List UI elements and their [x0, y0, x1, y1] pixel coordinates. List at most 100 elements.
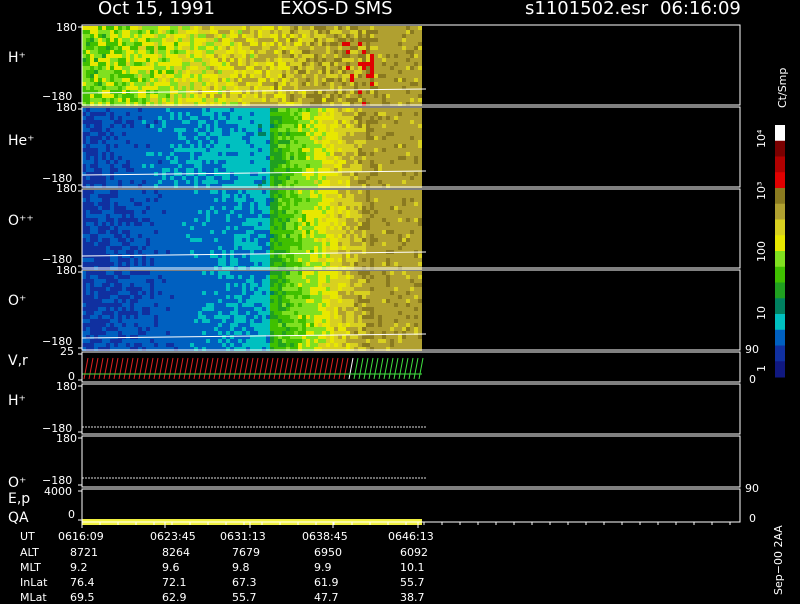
heatmap-cell [114, 172, 118, 176]
heatmap-cell [94, 120, 98, 124]
heatmap-cell [338, 70, 342, 74]
heatmap-cell [262, 86, 266, 90]
heatmap-cell [298, 202, 302, 206]
heatmap-cell [134, 254, 138, 258]
heatmap-cell [174, 206, 178, 210]
heatmap-cell [250, 120, 254, 124]
heatmap-cell [106, 112, 110, 116]
heatmap-cell [122, 98, 126, 102]
heatmap-cell [82, 176, 86, 180]
heatmap-cell [330, 144, 334, 148]
heatmap-cell [102, 136, 106, 140]
heatmap-cell [330, 180, 334, 184]
heatmap-cell [142, 136, 146, 140]
heatmap-cell [330, 38, 334, 42]
heatmap-cell [242, 226, 246, 230]
heatmap-cell [418, 136, 422, 140]
heatmap-cell [190, 140, 194, 144]
heatmap-cell [298, 168, 302, 172]
heatmap-cell [182, 250, 186, 254]
heatmap-cell [234, 74, 238, 78]
heatmap-cell [346, 160, 350, 164]
heatmap-cell [266, 124, 270, 128]
heatmap-cell [358, 82, 362, 86]
heatmap-cell [174, 86, 178, 90]
heatmap-cell [230, 82, 234, 86]
heatmap-cell [262, 168, 266, 172]
heatmap-cell [350, 254, 354, 258]
heatmap-cell [130, 86, 134, 90]
heatmap-cell [130, 202, 134, 206]
heatmap-cell [318, 210, 322, 214]
heatmap-cell [170, 42, 174, 46]
heatmap-cell [82, 58, 86, 62]
heatmap-cell [158, 86, 162, 90]
heatmap-cell [126, 120, 130, 124]
heatmap-cell [350, 226, 354, 230]
heatmap-cell [162, 218, 166, 222]
heatmap-cell [214, 190, 218, 194]
heatmap-cell [402, 30, 406, 34]
heatmap-cell [342, 116, 346, 120]
heatmap-cell [274, 180, 278, 184]
heatmap-cell [222, 198, 226, 202]
heatmap-cell [158, 218, 162, 222]
heatmap-cell [238, 250, 242, 254]
heatmap-cell [414, 78, 418, 82]
heatmap-cell [386, 116, 390, 120]
heatmap-cell [246, 140, 250, 144]
heatmap-cell [110, 262, 114, 266]
heatmap-cell [138, 78, 142, 82]
heatmap-cell [190, 156, 194, 160]
heatmap-cell [414, 136, 418, 140]
heatmap-cell [82, 202, 86, 206]
heatmap-cell [226, 132, 230, 136]
heatmap-cell [86, 82, 90, 86]
heatmap-cell [178, 120, 182, 124]
heatmap-cell [122, 26, 126, 30]
heatmap-cell [314, 132, 318, 136]
heatmap-cell [378, 30, 382, 34]
heatmap-cell [330, 140, 334, 144]
heatmap-cell [206, 112, 210, 116]
heatmap-cell [306, 180, 310, 184]
heatmap-cell [234, 206, 238, 210]
heatmap-cell [106, 222, 110, 226]
heatmap-cell [374, 210, 378, 214]
heatmap-cell [142, 124, 146, 128]
heatmap-cell [278, 86, 282, 90]
heatmap-cell [282, 94, 286, 98]
heatmap-cell [290, 42, 294, 46]
heatmap-cell [106, 152, 110, 156]
heatmap-cell [174, 176, 178, 180]
heatmap-cell [218, 66, 222, 70]
heatmap-cell [410, 108, 414, 112]
heatmap-cell [90, 242, 94, 246]
heatmap-cell [94, 152, 98, 156]
heatmap-cell [138, 62, 142, 66]
heatmap-cell [358, 38, 362, 42]
heatmap-cell [330, 62, 334, 66]
heatmap-cell [166, 144, 170, 148]
heatmap-cell [238, 120, 242, 124]
heatmap-cell [222, 206, 226, 210]
heatmap-cell [146, 176, 150, 180]
heatmap-cell [258, 180, 262, 184]
heatmap-cell [310, 218, 314, 222]
heatmap-cell [90, 168, 94, 172]
heatmap-cell [302, 66, 306, 70]
heatmap-cell [94, 160, 98, 164]
heatmap-cell [298, 94, 302, 98]
heatmap-cell [326, 156, 330, 160]
heatmap-cell [166, 78, 170, 82]
heatmap-cell [186, 250, 190, 254]
heatmap-cell [86, 180, 90, 184]
heatmap-cell [298, 30, 302, 34]
heatmap-cell [302, 198, 306, 202]
heatmap-cell [210, 70, 214, 74]
heatmap-cell [270, 132, 274, 136]
heatmap-cell [110, 74, 114, 78]
heatmap-cell [406, 144, 410, 148]
heatmap-cell [298, 62, 302, 66]
heatmap-cell [374, 94, 378, 98]
